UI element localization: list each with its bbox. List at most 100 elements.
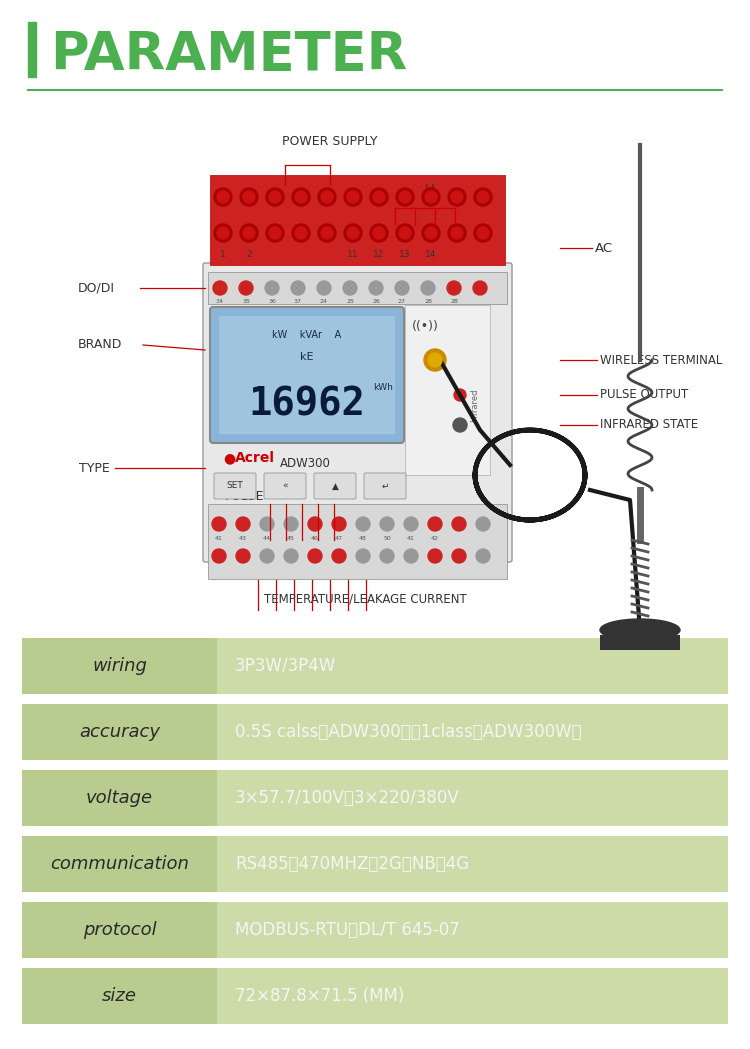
Text: Acrel: Acrel (235, 451, 275, 465)
Circle shape (452, 549, 466, 563)
Text: WIRELESS TERMINAL: WIRELESS TERMINAL (600, 354, 722, 366)
Circle shape (448, 188, 466, 206)
Bar (208, 272, 507, 304)
Text: communication: communication (50, 855, 189, 873)
FancyBboxPatch shape (314, 473, 356, 499)
Bar (217, 770, 728, 826)
Circle shape (243, 227, 255, 239)
FancyBboxPatch shape (203, 263, 512, 562)
Text: SET: SET (226, 481, 243, 491)
Circle shape (476, 549, 490, 563)
Circle shape (292, 188, 310, 206)
Circle shape (214, 188, 232, 206)
FancyBboxPatch shape (264, 473, 306, 499)
Circle shape (425, 227, 437, 239)
Circle shape (477, 191, 489, 204)
Circle shape (239, 281, 253, 295)
Circle shape (213, 281, 227, 295)
Circle shape (284, 517, 298, 531)
Circle shape (212, 517, 226, 531)
Circle shape (295, 227, 307, 239)
Text: U: U (425, 183, 435, 196)
Text: PARAMETER: PARAMETER (50, 29, 407, 81)
Circle shape (422, 188, 440, 206)
Circle shape (373, 191, 385, 204)
Bar (405, 305, 490, 475)
FancyBboxPatch shape (364, 473, 406, 499)
Circle shape (214, 224, 232, 242)
Text: PULSE: PULSE (225, 490, 265, 504)
Bar (600, 635, 680, 650)
Text: AC: AC (595, 241, 613, 255)
Circle shape (370, 224, 388, 242)
Text: 48: 48 (359, 536, 367, 541)
Circle shape (380, 549, 394, 563)
Text: 16962: 16962 (248, 386, 365, 424)
Text: accuracy: accuracy (79, 723, 160, 741)
Circle shape (347, 227, 359, 239)
Circle shape (396, 224, 414, 242)
Circle shape (236, 517, 250, 531)
Text: 13: 13 (399, 250, 411, 259)
Circle shape (321, 191, 333, 204)
Circle shape (370, 188, 388, 206)
Bar (210, 175, 505, 265)
Text: POWER SUPPLY: POWER SUPPLY (282, 135, 378, 148)
Circle shape (217, 227, 229, 239)
Text: kW    kVAr    A: kW kVAr A (272, 330, 341, 340)
Circle shape (404, 549, 418, 563)
Text: 50: 50 (383, 536, 391, 541)
Bar (22, 968, 217, 1024)
Circle shape (452, 517, 466, 531)
Text: 44: 44 (263, 536, 271, 541)
Text: protocol: protocol (82, 921, 156, 939)
Text: MODBUS-RTU、DL/T 645-07: MODBUS-RTU、DL/T 645-07 (235, 921, 460, 939)
FancyBboxPatch shape (210, 307, 404, 443)
Circle shape (347, 191, 359, 204)
Text: 28: 28 (424, 299, 432, 304)
Bar (219, 316, 395, 434)
Text: 3P3W/3P4W: 3P3W/3P4W (235, 657, 336, 675)
Circle shape (344, 224, 362, 242)
Circle shape (448, 224, 466, 242)
Circle shape (477, 227, 489, 239)
Text: TEMPERATURE/LEAKAGE CURRENT: TEMPERATURE/LEAKAGE CURRENT (264, 592, 466, 605)
Ellipse shape (600, 619, 680, 641)
Circle shape (217, 191, 229, 204)
Circle shape (428, 549, 442, 563)
Circle shape (260, 517, 274, 531)
Circle shape (474, 224, 492, 242)
Circle shape (332, 549, 346, 563)
Text: 24: 24 (320, 299, 328, 304)
Text: 37: 37 (294, 299, 302, 304)
Text: 35: 35 (242, 299, 250, 304)
Text: 43: 43 (239, 536, 247, 541)
Text: 25: 25 (346, 299, 354, 304)
Circle shape (240, 224, 258, 242)
Bar (217, 902, 728, 958)
Text: BRAND: BRAND (78, 339, 122, 351)
Text: Infrared: Infrared (470, 388, 479, 422)
Text: kE: kE (300, 352, 313, 362)
Text: size: size (102, 987, 137, 1005)
Text: 2: 2 (246, 250, 252, 259)
Bar (217, 968, 728, 1024)
Text: 1: 1 (220, 250, 226, 259)
Text: 12: 12 (374, 250, 385, 259)
Text: 34: 34 (216, 299, 224, 304)
Circle shape (236, 549, 250, 563)
Circle shape (265, 281, 279, 295)
Text: TYPE: TYPE (80, 462, 110, 474)
Circle shape (317, 281, 331, 295)
Circle shape (453, 418, 467, 432)
FancyBboxPatch shape (214, 473, 256, 499)
Text: ↵: ↵ (381, 481, 388, 491)
Circle shape (421, 281, 435, 295)
Circle shape (454, 389, 466, 401)
Circle shape (399, 191, 411, 204)
Text: PULSE OUTPUT: PULSE OUTPUT (600, 388, 688, 402)
Circle shape (212, 549, 226, 563)
Text: INFRARED STATE: INFRARED STATE (600, 419, 698, 431)
Circle shape (291, 281, 305, 295)
Circle shape (260, 549, 274, 563)
